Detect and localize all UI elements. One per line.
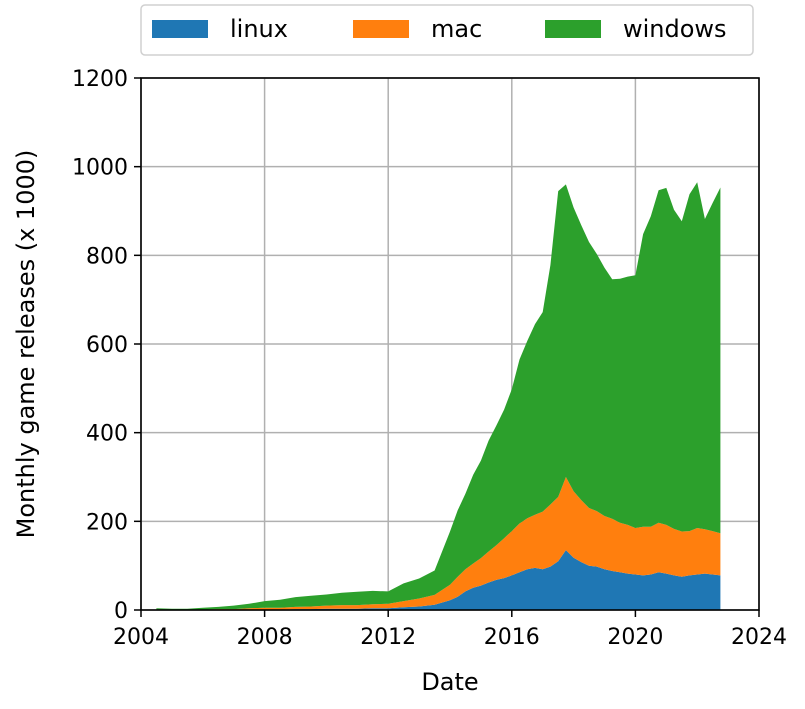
legend-swatch-linux	[152, 20, 208, 38]
x-tick-label: 2012	[360, 625, 416, 650]
x-axis-label: Date	[421, 668, 478, 696]
y-tick-label: 1000	[72, 156, 128, 181]
y-tick-label: 800	[86, 244, 128, 269]
stacked-areas	[156, 182, 721, 610]
x-tick-label: 2024	[731, 625, 787, 650]
legend-label-windows: windows	[623, 15, 727, 43]
area-windows	[156, 182, 721, 610]
x-tick-label: 2004	[113, 625, 169, 650]
legend-frame	[140, 4, 754, 56]
legend-swatch-mac	[353, 20, 409, 38]
ticks: 2004 2008 2012 2016 2020 2024 0 200 400 600 800 100…	[72, 67, 787, 650]
y-axis-label: Monthly game releases (x 1000)	[12, 150, 40, 539]
x-tick-label: 2020	[607, 625, 663, 650]
y-tick-label: 200	[86, 510, 128, 535]
area-mac	[156, 477, 721, 610]
legend-swatch-windows	[545, 20, 601, 38]
y-tick-label: 0	[114, 599, 128, 624]
area-linux	[156, 550, 721, 610]
y-tick-label: 1200	[72, 67, 128, 92]
legend-label-linux: linux	[230, 15, 288, 43]
y-tick-label: 400	[86, 422, 128, 447]
y-tick-label: 600	[86, 333, 128, 358]
legend-label-mac: mac	[431, 15, 482, 43]
legend: linux mac windows	[140, 4, 754, 56]
x-tick-label: 2016	[484, 625, 540, 650]
x-tick-label: 2008	[237, 625, 293, 650]
